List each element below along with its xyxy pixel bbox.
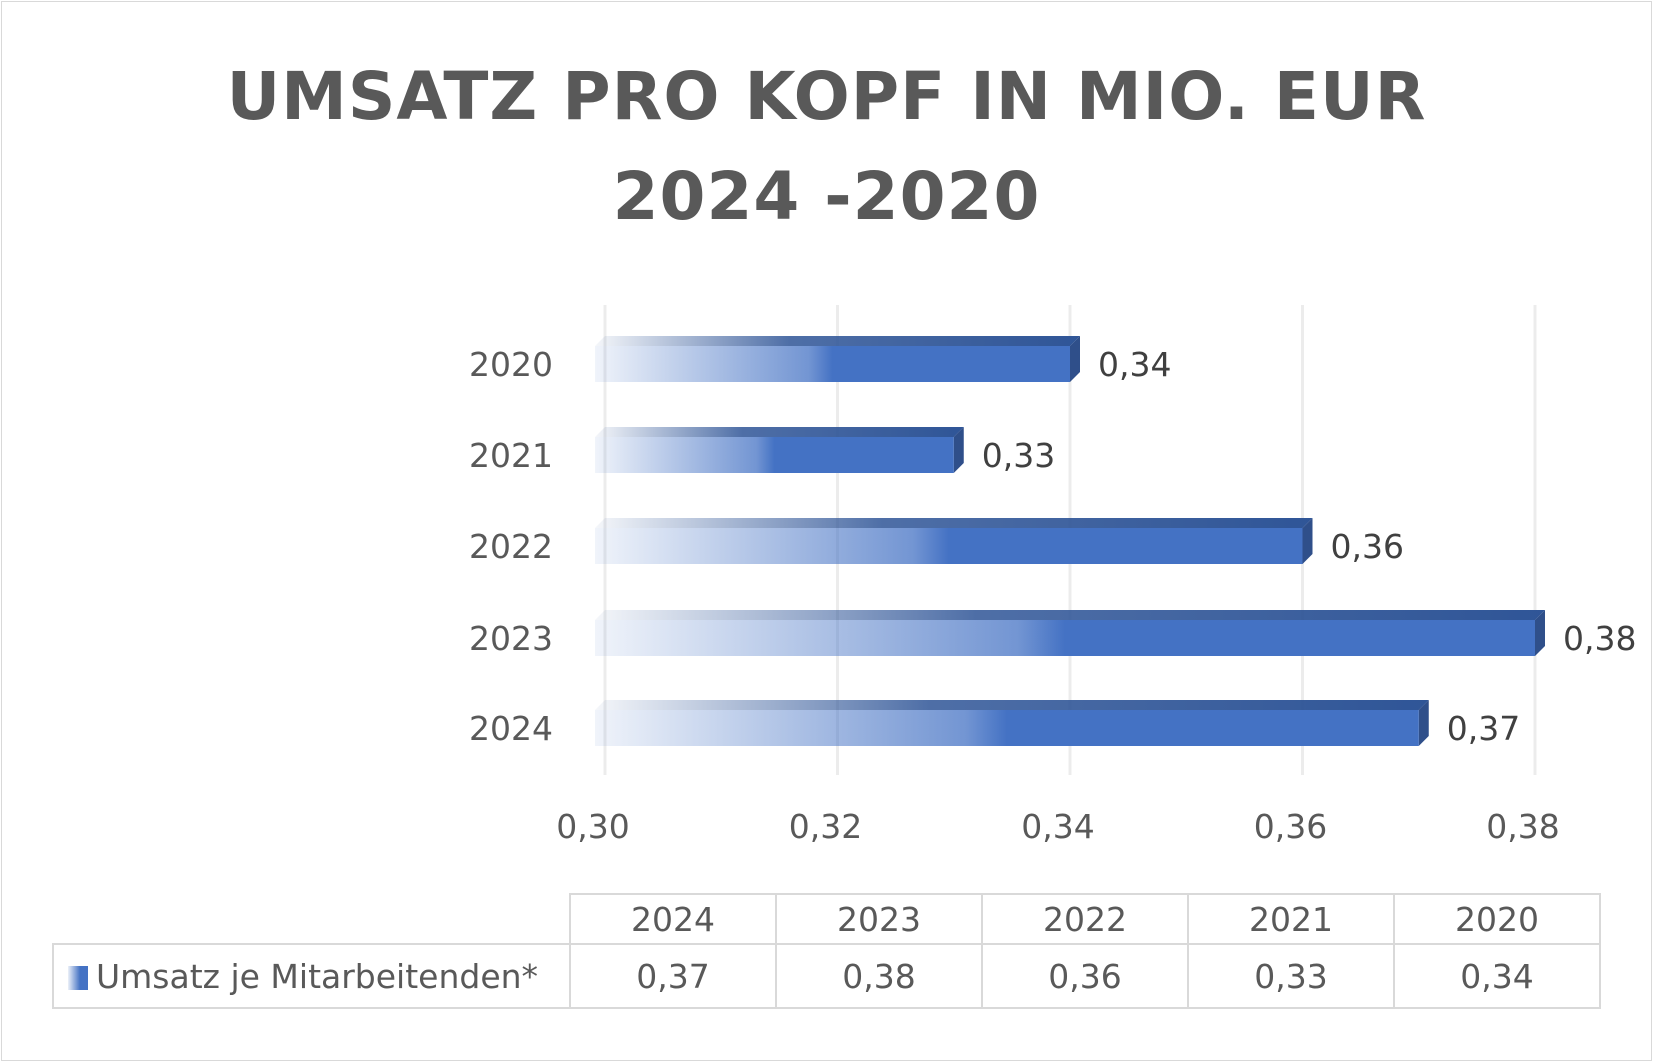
bar-top xyxy=(595,336,1080,346)
bar xyxy=(595,528,1303,564)
x-tick-label: 0,34 xyxy=(1021,807,1094,846)
y-tick-label: 2022 xyxy=(469,527,553,566)
data-table-header-row: 2024 2023 2022 2021 2020 xyxy=(53,893,1601,945)
bar-side xyxy=(1418,700,1429,746)
table-cell: 0,38 xyxy=(775,943,983,1009)
data-table: 2024 2023 2022 2021 2020 Umsatz je Mitar… xyxy=(52,893,1601,1009)
bar-top xyxy=(595,427,964,437)
y-tick-label: 2021 xyxy=(469,436,553,475)
data-label: 0,37 xyxy=(1447,709,1520,748)
table-header-cell: 2022 xyxy=(981,893,1189,945)
bar-side xyxy=(1302,518,1313,564)
bar-side xyxy=(953,427,964,473)
bar-top xyxy=(595,610,1545,620)
data-label: 0,33 xyxy=(982,436,1055,475)
y-tick-label: 2020 xyxy=(469,345,553,384)
table-header-cell: 2021 xyxy=(1187,893,1395,945)
bar-side xyxy=(1070,336,1080,382)
x-tick-label: 0,36 xyxy=(1254,807,1327,846)
bar-side xyxy=(1535,610,1545,656)
table-header-cell: 2020 xyxy=(1393,893,1601,945)
table-cell: 0,36 xyxy=(981,943,1189,1009)
table-cell: 0,34 xyxy=(1393,943,1601,1009)
x-tick-label: 0,30 xyxy=(556,807,629,846)
bar-top xyxy=(595,700,1429,710)
data-table-row: Umsatz je Mitarbeitenden* 0,37 0,38 0,36… xyxy=(52,943,1601,1009)
legend-swatch-icon xyxy=(68,965,88,990)
bar-top xyxy=(595,518,1313,528)
x-tick-label: 0,32 xyxy=(789,807,862,846)
data-label: 0,36 xyxy=(1331,527,1404,566)
legend-label: Umsatz je Mitarbeitenden* xyxy=(96,956,539,996)
y-tick-label: 2024 xyxy=(469,709,553,748)
bar xyxy=(595,620,1535,656)
table-cell: 0,37 xyxy=(569,943,777,1009)
data-label: 0,38 xyxy=(1563,619,1636,658)
chart-subtitle: 2024 -2020 xyxy=(612,158,1041,235)
bar xyxy=(595,437,954,473)
bar xyxy=(595,346,1070,382)
table-header-cell: 2024 xyxy=(569,893,777,945)
legend-entry: Umsatz je Mitarbeitenden* xyxy=(52,943,571,1009)
bar xyxy=(595,710,1419,746)
y-tick-label: 2023 xyxy=(469,619,553,658)
x-tick-label: 0,38 xyxy=(1486,807,1559,846)
table-header-cell: 2023 xyxy=(775,893,983,945)
data-label: 0,34 xyxy=(1098,345,1171,384)
table-cell: 0,33 xyxy=(1187,943,1395,1009)
chart-title: UMSATZ PRO KOPF IN MIO. EUR xyxy=(226,58,1427,135)
